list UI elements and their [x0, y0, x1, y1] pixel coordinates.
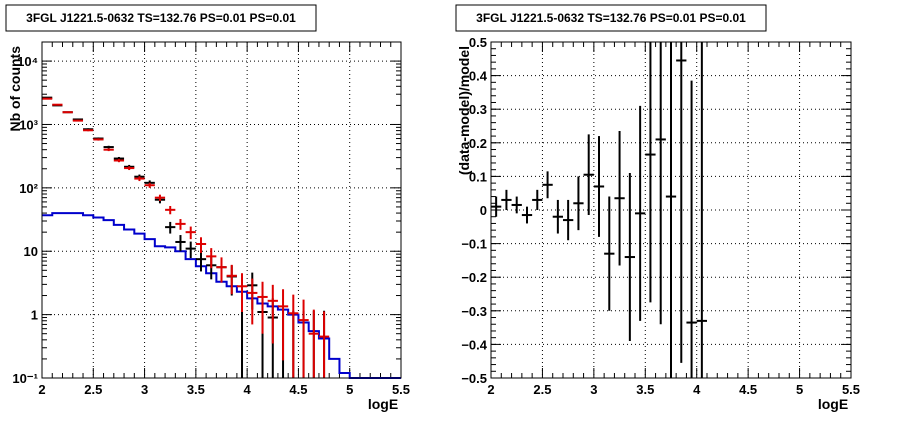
x-tick-label: 4.5: [739, 382, 757, 397]
y-tick-label: 10²: [19, 181, 38, 196]
y-tick-label: 10⁴: [17, 54, 38, 69]
x-tick-label: 3.5: [636, 382, 654, 397]
x-tick-label: 5.5: [842, 382, 860, 397]
y-tick-label: −0.1: [461, 237, 487, 252]
y-tick-label: 1: [31, 308, 38, 323]
y-tick-label: 0.1: [469, 169, 487, 184]
x-tick-label: 3.5: [187, 382, 205, 397]
chart-title: 3FGL J1221.5-0632 TS=132.76 PS=0.01 PS=0…: [26, 11, 296, 25]
x-tick-label: 5.5: [392, 382, 410, 397]
chart-title: 3FGL J1221.5-0632 TS=132.76 PS=0.01 PS=0…: [476, 11, 746, 25]
y-tick-label: 0.3: [469, 102, 487, 117]
x-axis-label: logE: [368, 396, 398, 412]
residuals-panel: 3FGL J1221.5-0632 TS=132.76 PS=0.01 PS=0…: [455, 4, 860, 412]
y-tick-label: 0.2: [469, 136, 487, 151]
y-axis-label: Nb of counts: [7, 46, 23, 132]
x-tick-label: 3: [590, 382, 597, 397]
y-tick-label: −0.4: [461, 337, 487, 352]
counts-panel: 3FGL J1221.5-0632 TS=132.76 PS=0.01 PS=0…: [5, 4, 410, 412]
x-tick-label: 5: [346, 382, 353, 397]
y-tick-label: −0.2: [461, 270, 487, 285]
y-tick-label: 0.4: [469, 69, 488, 84]
y-tick-label: −0.5: [461, 371, 487, 386]
x-tick-label: 4.5: [289, 382, 307, 397]
title-box: [455, 4, 767, 32]
x-axis-label: logE: [818, 396, 848, 412]
y-tick-label: 10⁻¹: [12, 371, 38, 386]
y-tick-label: 0: [480, 203, 487, 218]
x-tick-label: 4: [244, 382, 252, 397]
y-tick-label: −0.3: [461, 304, 487, 319]
x-tick-label: 5: [796, 382, 803, 397]
y-tick-label: 0.5: [469, 35, 487, 50]
x-tick-label: 2.5: [84, 382, 102, 397]
x-tick-label: 3: [141, 382, 148, 397]
plot-frame: [41, 41, 402, 379]
y-tick-label: 10: [24, 244, 38, 259]
plot-frame: [490, 41, 852, 379]
y-axis-label: (data-model)/model: [456, 46, 472, 175]
plot-area: [42, 42, 401, 378]
x-tick-label: 2: [487, 382, 494, 397]
y-tick-label: 10³: [19, 117, 38, 132]
x-tick-label: 4: [693, 382, 701, 397]
title-box: [5, 4, 317, 32]
x-tick-label: 2.5: [533, 382, 551, 397]
x-tick-label: 2: [38, 382, 45, 397]
